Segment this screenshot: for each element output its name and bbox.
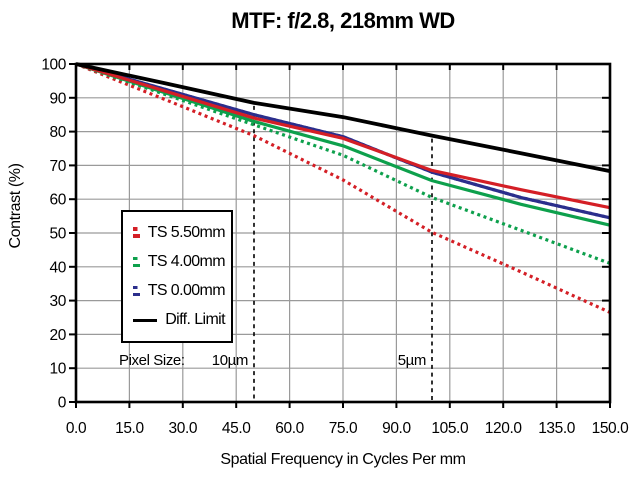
legend-label: TS 4.00mm [147, 252, 226, 270]
y-tick-label: 100 [41, 57, 66, 74]
x-tick-label: 120.0 [485, 420, 523, 437]
x-axis-label: Spatial Frequency in Cycles Per mm [220, 451, 466, 468]
curve-t-5.50mm [75, 62, 611, 314]
legend-row: TS 4.00mm [133, 252, 226, 271]
x-tick-label: 45.0 [222, 420, 251, 437]
x-tick-label: 60.0 [275, 420, 304, 437]
legend-row: Diff. Limit [133, 311, 226, 329]
curve-s-0.00mm [75, 62, 611, 220]
y-tick-label: 70 [50, 158, 67, 175]
y-tick-label: 80 [50, 124, 67, 141]
curve-s-5.50mm [75, 62, 611, 210]
x-tick-label: 0.0 [66, 420, 87, 437]
y-tick-label: 20 [50, 327, 67, 344]
curve-t-4.00mm [75, 62, 611, 265]
curve-s-4.00mm [75, 62, 611, 227]
x-tick-label: 150.0 [592, 420, 630, 437]
dashed-and-solid-line-swatch-icon [133, 227, 140, 238]
x-tick-label: 90.0 [382, 420, 411, 437]
y-tick-label: 30 [50, 293, 67, 310]
y-tick-label: 60 [50, 192, 67, 209]
legend-label: Diff. Limit [165, 311, 225, 329]
y-tick-label: 10 [50, 361, 67, 378]
legend-row: TS 0.00mm [133, 282, 226, 300]
legend-row: TS 5.50mm [133, 223, 226, 242]
x-tick-label: 105.0 [431, 420, 469, 437]
solid-line-swatch-icon [133, 318, 158, 323]
x-tick-label: 135.0 [538, 420, 576, 437]
curve-diff.-limit [75, 62, 611, 174]
dashed-and-solid-line-swatch-icon [133, 285, 140, 297]
x-tick-label: 30.0 [169, 420, 198, 437]
y-tick-label: 40 [50, 259, 67, 276]
legend: TS 5.50mm TS 4.00mm TS 0.00mm Diff. Limit [121, 210, 233, 343]
pixel-size-value: 5µm [397, 352, 427, 369]
chart-title: MTF: f/2.8, 218mm WD [231, 8, 455, 33]
legend-label: TS 0.00mm [147, 282, 226, 300]
y-tick-label: 90 [50, 90, 67, 107]
legend-label: TS 5.50mm [147, 223, 226, 241]
x-tick-label: 75.0 [329, 420, 358, 437]
y-tick-label: 0 [58, 395, 67, 412]
x-tick-label: 15.0 [115, 420, 144, 437]
pixel-size-value: 10µm [211, 352, 249, 369]
y-tick-label: 50 [50, 226, 67, 243]
pixel-size-caption: Pixel Size: [119, 352, 185, 369]
dashed-and-solid-line-swatch-icon [133, 256, 140, 268]
